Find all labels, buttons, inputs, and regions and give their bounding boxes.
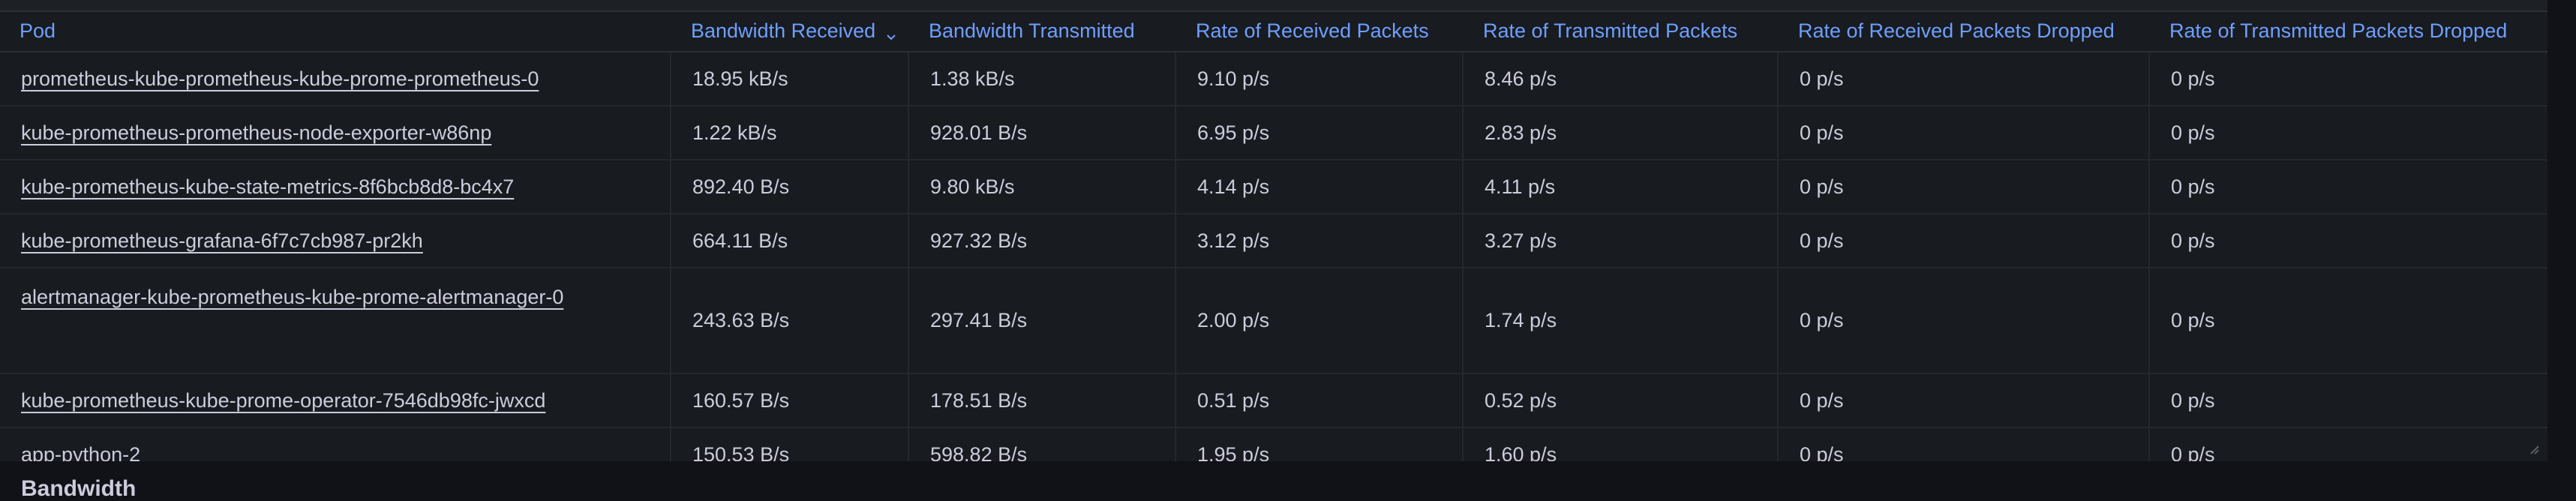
- column-header-rate-transmitted-packets[interactable]: Rate of Transmitted Packets: [1464, 10, 1779, 51]
- pod-link[interactable]: alertmanager-kube-prometheus-kube-prome-…: [21, 286, 564, 308]
- pod-link[interactable]: kube-prometheus-grafana-6f7c7cb987-pr2kh: [21, 229, 423, 252]
- rate-received-dropped-cell: 0 p/s: [1779, 106, 2150, 159]
- table-header-row: Pod Bandwidth Received Bandwidth Transmi…: [0, 10, 2547, 52]
- bandwidth-received-cell: 160.57 B/s: [671, 374, 909, 427]
- bandwidth-transmitted-cell: 928.01 B/s: [909, 106, 1176, 159]
- rate-received-dropped-cell: 0 p/s: [1779, 214, 2150, 267]
- rate-transmitted-dropped-cell: 0 p/s: [2171, 442, 2215, 461]
- column-header-label: Rate of Received Packets Dropped: [1798, 19, 2115, 42]
- pod-cell: alertmanager-kube-prometheus-kube-prome-…: [0, 268, 671, 373]
- column-header-label: Bandwidth Transmitted: [929, 19, 1135, 42]
- column-header-bandwidth-received[interactable]: Bandwidth Received: [671, 10, 909, 51]
- rate-received-dropped-cell: 0 p/s: [1779, 160, 2150, 213]
- table-row: app-python-2 150.53 B/s 598.82 B/s 1.95 …: [0, 428, 2547, 461]
- table-row: kube-prometheus-kube-prome-operator-7546…: [0, 374, 2547, 428]
- pod-link[interactable]: kube-prometheus-kube-state-metrics-8f6bc…: [21, 175, 515, 198]
- bandwidth-received-cell: 1.22 kB/s: [671, 106, 909, 159]
- next-panel-title: Bandwidth: [21, 476, 137, 501]
- bandwidth-transmitted-cell: 297.41 B/s: [909, 268, 1176, 373]
- pod-network-table-panel: Pod Bandwidth Received Bandwidth Transmi…: [0, 0, 2547, 461]
- rate-transmitted-cell: 8.46 p/s: [1464, 52, 1779, 105]
- column-header-rate-received-dropped[interactable]: Rate of Received Packets Dropped: [1779, 10, 2150, 51]
- pod-link[interactable]: prometheus-kube-prometheus-kube-prome-pr…: [21, 67, 539, 90]
- rate-received-cell: 0.51 p/s: [1176, 374, 1464, 427]
- column-header-label: Rate of Transmitted Packets Dropped: [2169, 19, 2508, 42]
- table-row: kube-prometheus-prometheus-node-exporter…: [0, 106, 2547, 160]
- column-header-label: Bandwidth Received: [691, 19, 876, 42]
- rate-received-cell: 1.95 p/s: [1176, 428, 1464, 461]
- bandwidth-received-cell: 243.63 B/s: [671, 268, 909, 373]
- column-header-label: Rate of Transmitted Packets: [1483, 19, 1738, 42]
- pod-network-table: Pod Bandwidth Received Bandwidth Transmi…: [0, 10, 2547, 461]
- rate-transmitted-dropped-cell: 0 p/s: [2171, 309, 2215, 332]
- rate-received-cell: 4.14 p/s: [1176, 160, 1464, 213]
- rate-received-cell: 2.00 p/s: [1176, 268, 1464, 373]
- bandwidth-received-cell: 18.95 kB/s: [671, 52, 909, 105]
- pod-cell: prometheus-kube-prometheus-kube-prome-pr…: [0, 52, 671, 105]
- pod-cell: kube-prometheus-grafana-6f7c7cb987-pr2kh: [0, 214, 671, 267]
- next-panel-area: Bandwidth: [0, 461, 2576, 500]
- pod-link[interactable]: kube-prometheus-prometheus-node-exporter…: [21, 121, 492, 144]
- pod-cell: app-python-2: [0, 428, 671, 461]
- chevron-down-icon: [886, 24, 896, 40]
- table-row: alertmanager-kube-prometheus-kube-prome-…: [0, 268, 2547, 374]
- bandwidth-received-cell: 892.40 B/s: [671, 160, 909, 213]
- column-header-bandwidth-transmitted[interactable]: Bandwidth Transmitted: [909, 10, 1176, 51]
- pod-cell: kube-prometheus-kube-prome-operator-7546…: [0, 374, 671, 427]
- bandwidth-transmitted-cell: 178.51 B/s: [909, 374, 1176, 427]
- table-row: kube-prometheus-kube-state-metrics-8f6bc…: [0, 160, 2547, 214]
- rate-transmitted-cell: 4.11 p/s: [1464, 160, 1779, 213]
- bandwidth-received-cell: 664.11 B/s: [671, 214, 909, 267]
- column-header-rate-received-packets[interactable]: Rate of Received Packets: [1176, 10, 1464, 51]
- right-gutter: [2547, 0, 2576, 461]
- bandwidth-received-cell: 150.53 B/s: [671, 428, 909, 461]
- column-header-label: Pod: [20, 19, 56, 42]
- pod-cell: kube-prometheus-prometheus-node-exporter…: [0, 106, 671, 159]
- rate-transmitted-dropped-cell: 0 p/s: [2171, 121, 2215, 144]
- panel-top-edge: [0, 0, 2547, 12]
- rate-transmitted-dropped-cell: 0 p/s: [2171, 67, 2215, 90]
- resize-handle-icon[interactable]: [2528, 443, 2540, 455]
- table-row: kube-prometheus-grafana-6f7c7cb987-pr2kh…: [0, 214, 2547, 268]
- rate-received-dropped-cell: 0 p/s: [1779, 428, 2150, 461]
- rate-transmitted-cell: 2.83 p/s: [1464, 106, 1779, 159]
- bandwidth-transmitted-cell: 9.80 kB/s: [909, 160, 1176, 213]
- column-header-label: Rate of Received Packets: [1196, 19, 1429, 42]
- bandwidth-transmitted-cell: 927.32 B/s: [909, 214, 1176, 267]
- bandwidth-transmitted-cell: 598.82 B/s: [909, 428, 1176, 461]
- rate-transmitted-cell: 1.60 p/s: [1464, 428, 1779, 461]
- rate-received-dropped-cell: 0 p/s: [1779, 268, 2150, 373]
- rate-transmitted-dropped-cell: 0 p/s: [2171, 175, 2215, 198]
- rate-received-cell: 3.12 p/s: [1176, 214, 1464, 267]
- rate-transmitted-dropped-cell: 0 p/s: [2171, 388, 2215, 412]
- rate-received-dropped-cell: 0 p/s: [1779, 374, 2150, 427]
- rate-received-cell: 6.95 p/s: [1176, 106, 1464, 159]
- pod-link[interactable]: app-python-2: [21, 442, 141, 461]
- rate-transmitted-cell: 1.74 p/s: [1464, 268, 1779, 373]
- pod-link[interactable]: kube-prometheus-kube-prome-operator-7546…: [21, 388, 546, 412]
- rate-received-dropped-cell: 0 p/s: [1779, 52, 2150, 105]
- table-row: prometheus-kube-prometheus-kube-prome-pr…: [0, 52, 2547, 106]
- column-header-pod[interactable]: Pod: [0, 10, 671, 51]
- rate-received-cell: 9.10 p/s: [1176, 52, 1464, 105]
- bandwidth-transmitted-cell: 1.38 kB/s: [909, 52, 1176, 105]
- rate-transmitted-cell: 0.52 p/s: [1464, 374, 1779, 427]
- column-header-rate-transmitted-dropped[interactable]: Rate of Transmitted Packets Dropped: [2150, 10, 2547, 51]
- pod-cell: kube-prometheus-kube-state-metrics-8f6bc…: [0, 160, 671, 213]
- rate-transmitted-cell: 3.27 p/s: [1464, 214, 1779, 267]
- rate-transmitted-dropped-cell: 0 p/s: [2171, 229, 2215, 252]
